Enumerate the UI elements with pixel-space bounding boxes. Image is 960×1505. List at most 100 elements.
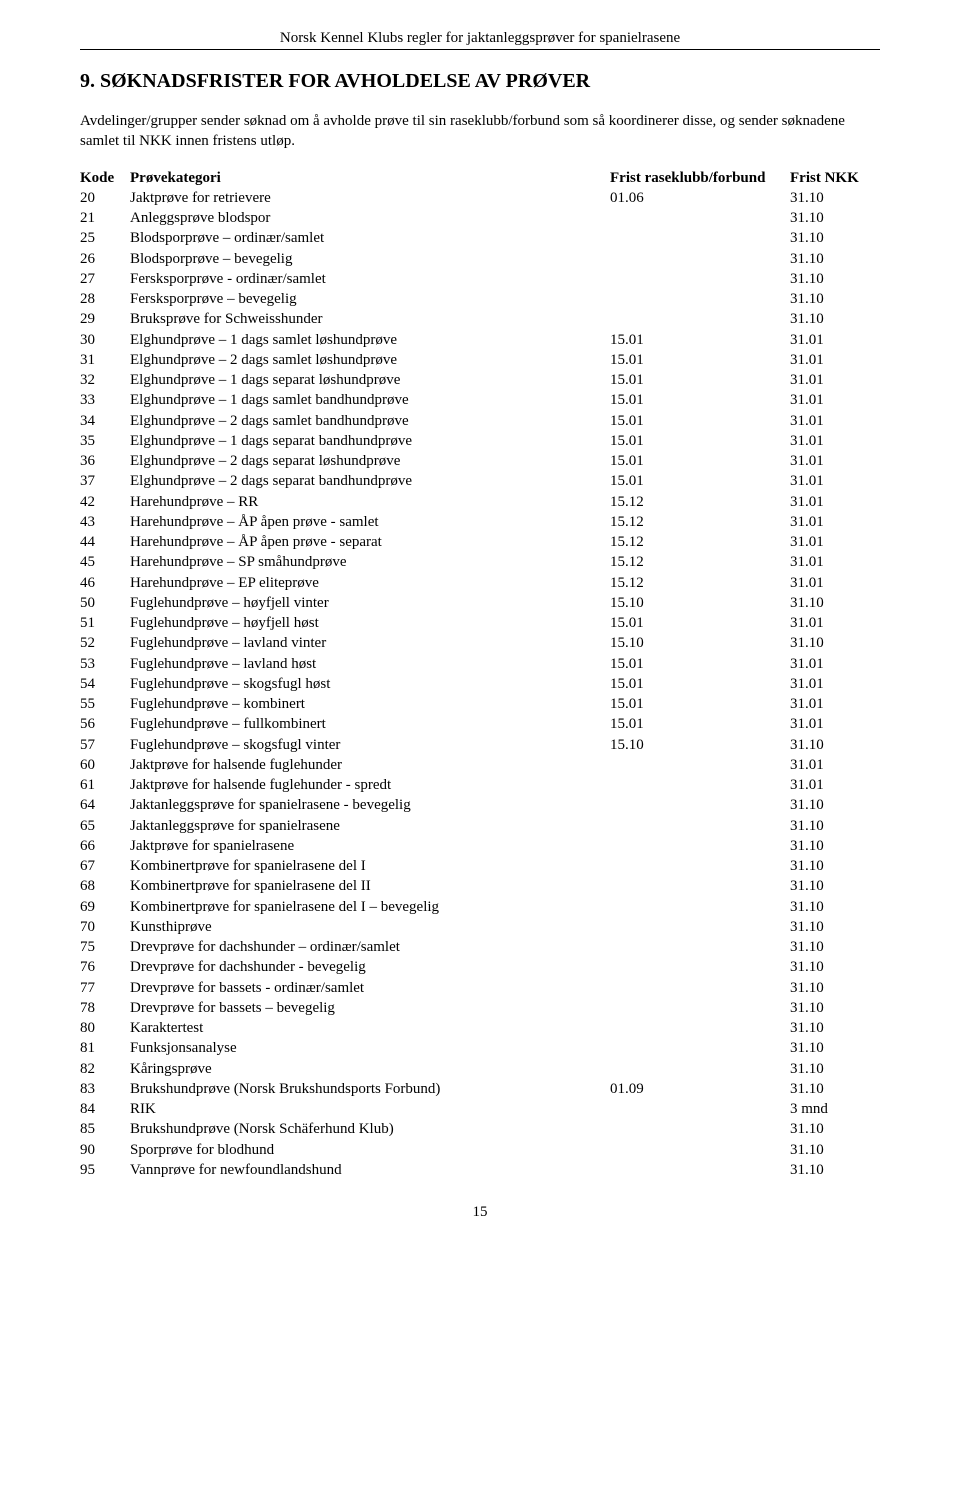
cell-frist2: 31.10 [790, 1160, 880, 1180]
cell-kode: 68 [80, 876, 130, 896]
cell-frist1 [610, 978, 790, 998]
table-row: 51Fuglehundprøve – høyfjell høst15.0131.… [80, 613, 880, 633]
cell-kategori: Drevprøve for dachshunder - bevegelig [130, 957, 610, 977]
cell-kode: 90 [80, 1140, 130, 1160]
table-row: 53Fuglehundprøve – lavland høst15.0131.0… [80, 654, 880, 674]
cell-kode: 26 [80, 249, 130, 269]
table-row: 26Blodsporprøve – bevegelig 31.10 [80, 249, 880, 269]
cell-kategori: Kombinertprøve for spanielrasene del I [130, 856, 610, 876]
cell-frist1 [610, 1018, 790, 1038]
table-row: 43Harehundprøve – ÅP åpen prøve - samlet… [80, 512, 880, 532]
cell-kategori: Fersksporprøve - ordinær/samlet [130, 269, 610, 289]
cell-kategori: Fersksporprøve – bevegelig [130, 289, 610, 309]
cell-frist1: 15.01 [610, 714, 790, 734]
header-kategori: Prøvekategori [130, 168, 610, 188]
cell-frist1: 15.01 [610, 431, 790, 451]
table-row: 61Jaktprøve for halsende fuglehunder - s… [80, 775, 880, 795]
cell-frist2: 31.10 [790, 836, 880, 856]
cell-kategori: Elghundprøve – 1 dags samlet bandhundprø… [130, 390, 610, 410]
cell-kategori: Drevprøve for bassets – bevegelig [130, 998, 610, 1018]
cell-frist1: 15.01 [610, 411, 790, 431]
cell-frist1 [610, 208, 790, 228]
cell-frist1 [610, 228, 790, 248]
cell-frist1: 15.12 [610, 532, 790, 552]
cell-kategori: Harehundprøve – ÅP åpen prøve - separat [130, 532, 610, 552]
cell-kode: 78 [80, 998, 130, 1018]
cell-kode: 75 [80, 937, 130, 957]
cell-frist2: 31.01 [790, 694, 880, 714]
table-row: 69Kombinertprøve for spanielrasene del I… [80, 897, 880, 917]
cell-frist1 [610, 775, 790, 795]
cell-kode: 44 [80, 532, 130, 552]
table-row: 42Harehundprøve – RR15.1231.01 [80, 492, 880, 512]
cell-kategori: Jaktprøve for halsende fuglehunder - spr… [130, 775, 610, 795]
cell-frist2: 31.01 [790, 492, 880, 512]
cell-frist1: 15.01 [610, 654, 790, 674]
cell-kode: 80 [80, 1018, 130, 1038]
cell-frist1: 15.01 [610, 694, 790, 714]
cell-frist2: 31.01 [790, 674, 880, 694]
cell-frist2: 31.01 [790, 411, 880, 431]
table-row: 55Fuglehundprøve – kombinert15.0131.01 [80, 694, 880, 714]
cell-frist2: 31.10 [790, 188, 880, 208]
table-row: 64Jaktanleggsprøve for spanielrasene - b… [80, 795, 880, 815]
cell-frist2: 31.10 [790, 856, 880, 876]
cell-frist2: 31.01 [790, 552, 880, 572]
table-row: 66Jaktprøve for spanielrasene31.10 [80, 836, 880, 856]
cell-frist2: 31.01 [790, 471, 880, 491]
table-row: 44Harehundprøve – ÅP åpen prøve - separa… [80, 532, 880, 552]
table-row: 57Fuglehundprøve – skogsfugl vinter15.10… [80, 735, 880, 755]
cell-kode: 31 [80, 350, 130, 370]
cell-kode: 34 [80, 411, 130, 431]
cell-kode: 56 [80, 714, 130, 734]
cell-kode: 50 [80, 593, 130, 613]
cell-frist2: 31.10 [790, 1140, 880, 1160]
cell-kode: 46 [80, 573, 130, 593]
cell-frist2: 31.01 [790, 431, 880, 451]
table-row: 32Elghundprøve – 1 dags separat løshundp… [80, 370, 880, 390]
cell-frist2: 31.01 [790, 350, 880, 370]
table-row: 21Anleggsprøve blodspor31.10 [80, 208, 880, 228]
cell-frist2: 31.01 [790, 654, 880, 674]
cell-frist1: 15.12 [610, 552, 790, 572]
table-row: 67Kombinertprøve for spanielrasene del I… [80, 856, 880, 876]
cell-kategori: Bruksprøve for Schweisshunder [130, 309, 610, 329]
cell-kategori: Jaktprøve for spanielrasene [130, 836, 610, 856]
cell-kategori: Fuglehundprøve – høyfjell høst [130, 613, 610, 633]
cell-frist1: 15.01 [610, 370, 790, 390]
cell-frist2: 31.01 [790, 775, 880, 795]
table-row: 50Fuglehundprøve – høyfjell vinter15.103… [80, 593, 880, 613]
cell-frist1 [610, 1119, 790, 1139]
cell-kategori: Jaktanleggsprøve for spanielrasene [130, 816, 610, 836]
cell-kategori: Vannprøve for newfoundlandshund [130, 1160, 610, 1180]
cell-frist1 [610, 269, 790, 289]
cell-kategori: Jaktanleggsprøve for spanielrasene - bev… [130, 795, 610, 815]
cell-frist2: 31.10 [790, 249, 880, 269]
cell-frist1 [610, 1160, 790, 1180]
cell-kategori: Kunsthiprøve [130, 917, 610, 937]
cell-kategori: Karaktertest [130, 1018, 610, 1038]
table-row: 34Elghundprøve – 2 dags samlet bandhundp… [80, 411, 880, 431]
cell-frist1: 15.01 [610, 451, 790, 471]
cell-frist1: 15.01 [610, 674, 790, 694]
cell-frist1 [610, 836, 790, 856]
cell-kode: 42 [80, 492, 130, 512]
cell-kategori: Jaktprøve for retrievere [130, 188, 610, 208]
cell-kategori: Elghundprøve – 2 dags samlet løshundprøv… [130, 350, 610, 370]
table-row: 33Elghundprøve – 1 dags samlet bandhundp… [80, 390, 880, 410]
cell-frist2: 31.01 [790, 370, 880, 390]
cell-frist1: 15.10 [610, 593, 790, 613]
table-row: 37Elghundprøve – 2 dags separat bandhund… [80, 471, 880, 491]
cell-kategori: Blodsporprøve – bevegelig [130, 249, 610, 269]
cell-frist2: 31.10 [790, 309, 880, 329]
cell-frist1 [610, 289, 790, 309]
cell-frist1: 15.01 [610, 350, 790, 370]
cell-frist2: 31.01 [790, 390, 880, 410]
header-frist1: Frist raseklubb/forbund [610, 168, 790, 188]
table-row: 90Sporprøve for blodhund31.10 [80, 1140, 880, 1160]
intro-paragraph: Avdelinger/grupper sender søknad om å av… [80, 111, 880, 152]
cell-frist2: 31.01 [790, 532, 880, 552]
cell-frist2: 31.10 [790, 1119, 880, 1139]
cell-kode: 70 [80, 917, 130, 937]
cell-kode: 27 [80, 269, 130, 289]
